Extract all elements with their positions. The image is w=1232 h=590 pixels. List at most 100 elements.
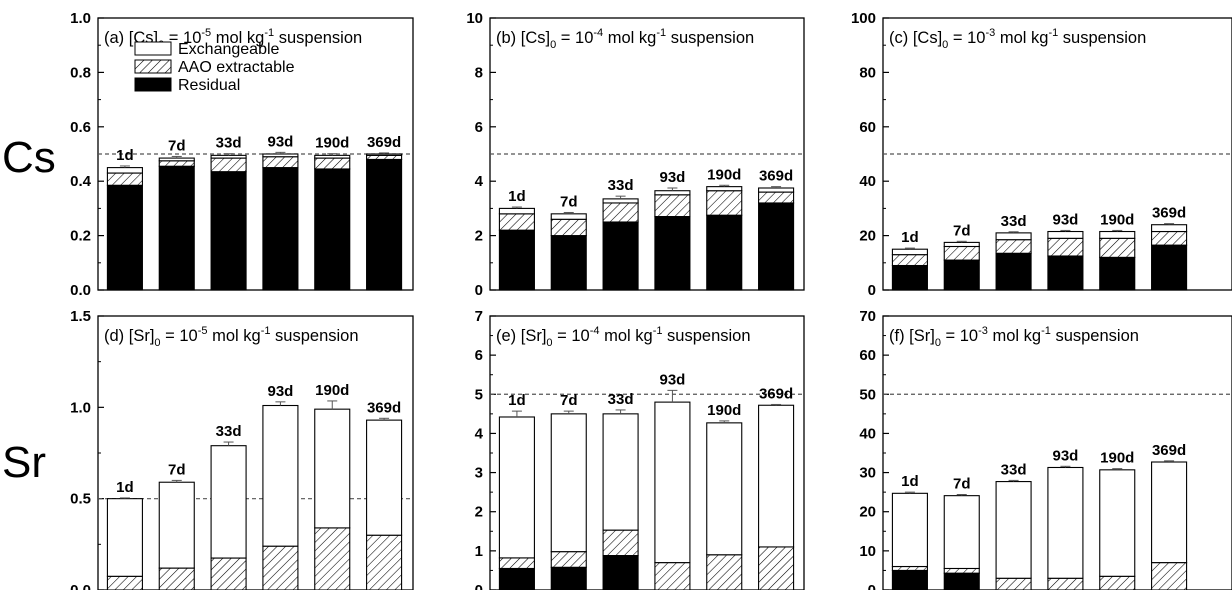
bar-segment-open	[1099, 230, 1136, 239]
bar-segment-open	[550, 413, 587, 553]
bar-segment-open	[943, 495, 980, 570]
bar-segment-solid	[706, 214, 743, 291]
bar-segment-hatched	[210, 557, 247, 590]
bar-segment-hatched	[1099, 575, 1136, 590]
legend-label: AAO extractable	[178, 59, 295, 76]
bar-segment-solid	[891, 569, 928, 590]
y-tick-label: 0	[475, 282, 483, 299]
bar-segment-hatched	[706, 190, 743, 216]
bar-label: 93d	[659, 371, 685, 388]
bar-segment-hatched	[498, 557, 535, 570]
y-tick-label: 4	[475, 425, 484, 442]
bar-segment-hatched	[158, 567, 195, 590]
bar-segment-open	[654, 401, 691, 564]
panel-f: 0 10 20 30 40 50 60 70 1d 7d 33d 93d 190d 369d (f) [Sr…	[859, 308, 1232, 590]
bar-segment-solid	[498, 567, 535, 590]
y-tick-label: 1.0	[70, 10, 91, 27]
row-label-cs: Cs	[2, 133, 56, 182]
y-tick-label: 0.0	[70, 282, 91, 299]
bar-label: 1d	[116, 479, 134, 496]
y-tick-label: 30	[859, 465, 876, 482]
bar-segment-open	[498, 207, 535, 215]
bar-segment-hatched	[1151, 562, 1188, 590]
bar-segment-hatched	[106, 172, 143, 186]
row-label-sr: Sr	[2, 438, 46, 487]
bar-label: 369d	[759, 385, 793, 402]
bar-segment-hatched	[1099, 237, 1136, 258]
bar-segment-solid	[943, 572, 980, 590]
bar-label: 93d	[1052, 211, 1078, 228]
plot-frame	[489, 315, 805, 590]
panel-e: 0 1 2 3 4 5 6 7 1d 7d 33d 93d 190d 369d (e) [Sr]0 = 10…	[475, 308, 805, 590]
y-tick-label: 0	[475, 582, 483, 590]
bar-segment-open	[758, 187, 795, 193]
bar-label: 369d	[1152, 205, 1186, 222]
bar-segment-solid	[366, 158, 403, 291]
y-tick-label: 40	[859, 173, 876, 190]
y-tick-label: 60	[859, 119, 876, 136]
bar-label: 7d	[168, 137, 186, 154]
bar-segment-open	[995, 232, 1032, 241]
bar-segment-open	[106, 498, 143, 577]
bar-segment-solid	[1151, 244, 1188, 291]
y-tick-label: 0.2	[70, 228, 91, 245]
legend-swatch-hatched	[134, 59, 172, 74]
legend-swatch-open	[134, 41, 172, 56]
bar-label: 190d	[707, 402, 741, 419]
bar-segment-hatched	[995, 577, 1032, 590]
bar-segment-hatched	[706, 554, 743, 590]
y-tick-label: 7	[475, 308, 483, 325]
bar-label: 1d	[901, 473, 919, 490]
bar-segment-solid	[602, 555, 639, 590]
bar-segment-open	[891, 492, 928, 568]
bar-segment-hatched	[891, 254, 928, 267]
bar-segment-open	[1047, 466, 1084, 579]
bar-label: 33d	[608, 391, 634, 408]
y-tick-label: 6	[475, 119, 483, 136]
panel-b: 0 2 4 6 8 10 1d 7d 33d 93d 190d 369d (b) [Cs]0 = 10-…	[466, 10, 805, 299]
y-tick-label: 1.0	[70, 399, 91, 416]
bar-label: 369d	[367, 134, 401, 151]
bar-segment-open	[158, 157, 195, 162]
bar-segment-open	[262, 153, 299, 158]
bar-label: 369d	[367, 399, 401, 416]
panel-title: (f) [Sr]0 = 10-3 mol kg-1 suspension	[889, 325, 1139, 349]
y-tick-label: 2	[475, 228, 483, 245]
bar-segment-hatched	[158, 160, 195, 167]
legend-label: Residual	[178, 77, 240, 94]
bar-segment-hatched	[262, 156, 299, 169]
bar-label: 190d	[1100, 450, 1134, 467]
panel-title: (e) [Sr]0 = 10-4 mol kg-1 suspension	[496, 325, 751, 349]
panel-title: (c) [Cs]0 = 10-3 mol kg-1 suspension	[889, 27, 1146, 51]
bar-segment-hatched	[758, 191, 795, 204]
bar-label: 7d	[560, 392, 578, 409]
y-tick-label: 0	[868, 582, 876, 590]
panel-c: 0 20 40 60 80 100 1d 7d 33d 93d 190d 369d (c) [Cs]0 …	[851, 10, 1232, 299]
bar-segment-hatched	[654, 194, 691, 218]
y-tick-label: 0.4	[70, 173, 92, 190]
bar-label: 33d	[216, 423, 242, 440]
bar-segment-open	[550, 213, 587, 220]
bar-segment-open	[262, 404, 299, 547]
y-tick-label: 0	[868, 282, 876, 299]
bar-segment-hatched	[943, 245, 980, 261]
bar-label: 1d	[508, 392, 526, 409]
bar-segment-open	[314, 408, 351, 529]
bar-label: 190d	[315, 135, 349, 152]
bar-segment-open	[366, 419, 403, 536]
bar-segment-hatched	[106, 575, 143, 590]
bar-label: 1d	[116, 147, 134, 164]
bar-segment-hatched	[1047, 237, 1084, 257]
bar-segment-solid	[1099, 256, 1136, 291]
bar-segment-hatched	[262, 545, 299, 590]
y-tick-label: 80	[859, 64, 876, 81]
bar-label: 7d	[953, 475, 971, 492]
bar-segment-open	[891, 248, 928, 256]
y-tick-label: 10	[859, 543, 876, 560]
bar-label: 33d	[1001, 213, 1027, 230]
bar-segment-open	[314, 154, 351, 159]
bar-segment-hatched	[995, 239, 1032, 254]
bar-segment-solid	[995, 252, 1032, 291]
bar-segment-open	[706, 186, 743, 192]
